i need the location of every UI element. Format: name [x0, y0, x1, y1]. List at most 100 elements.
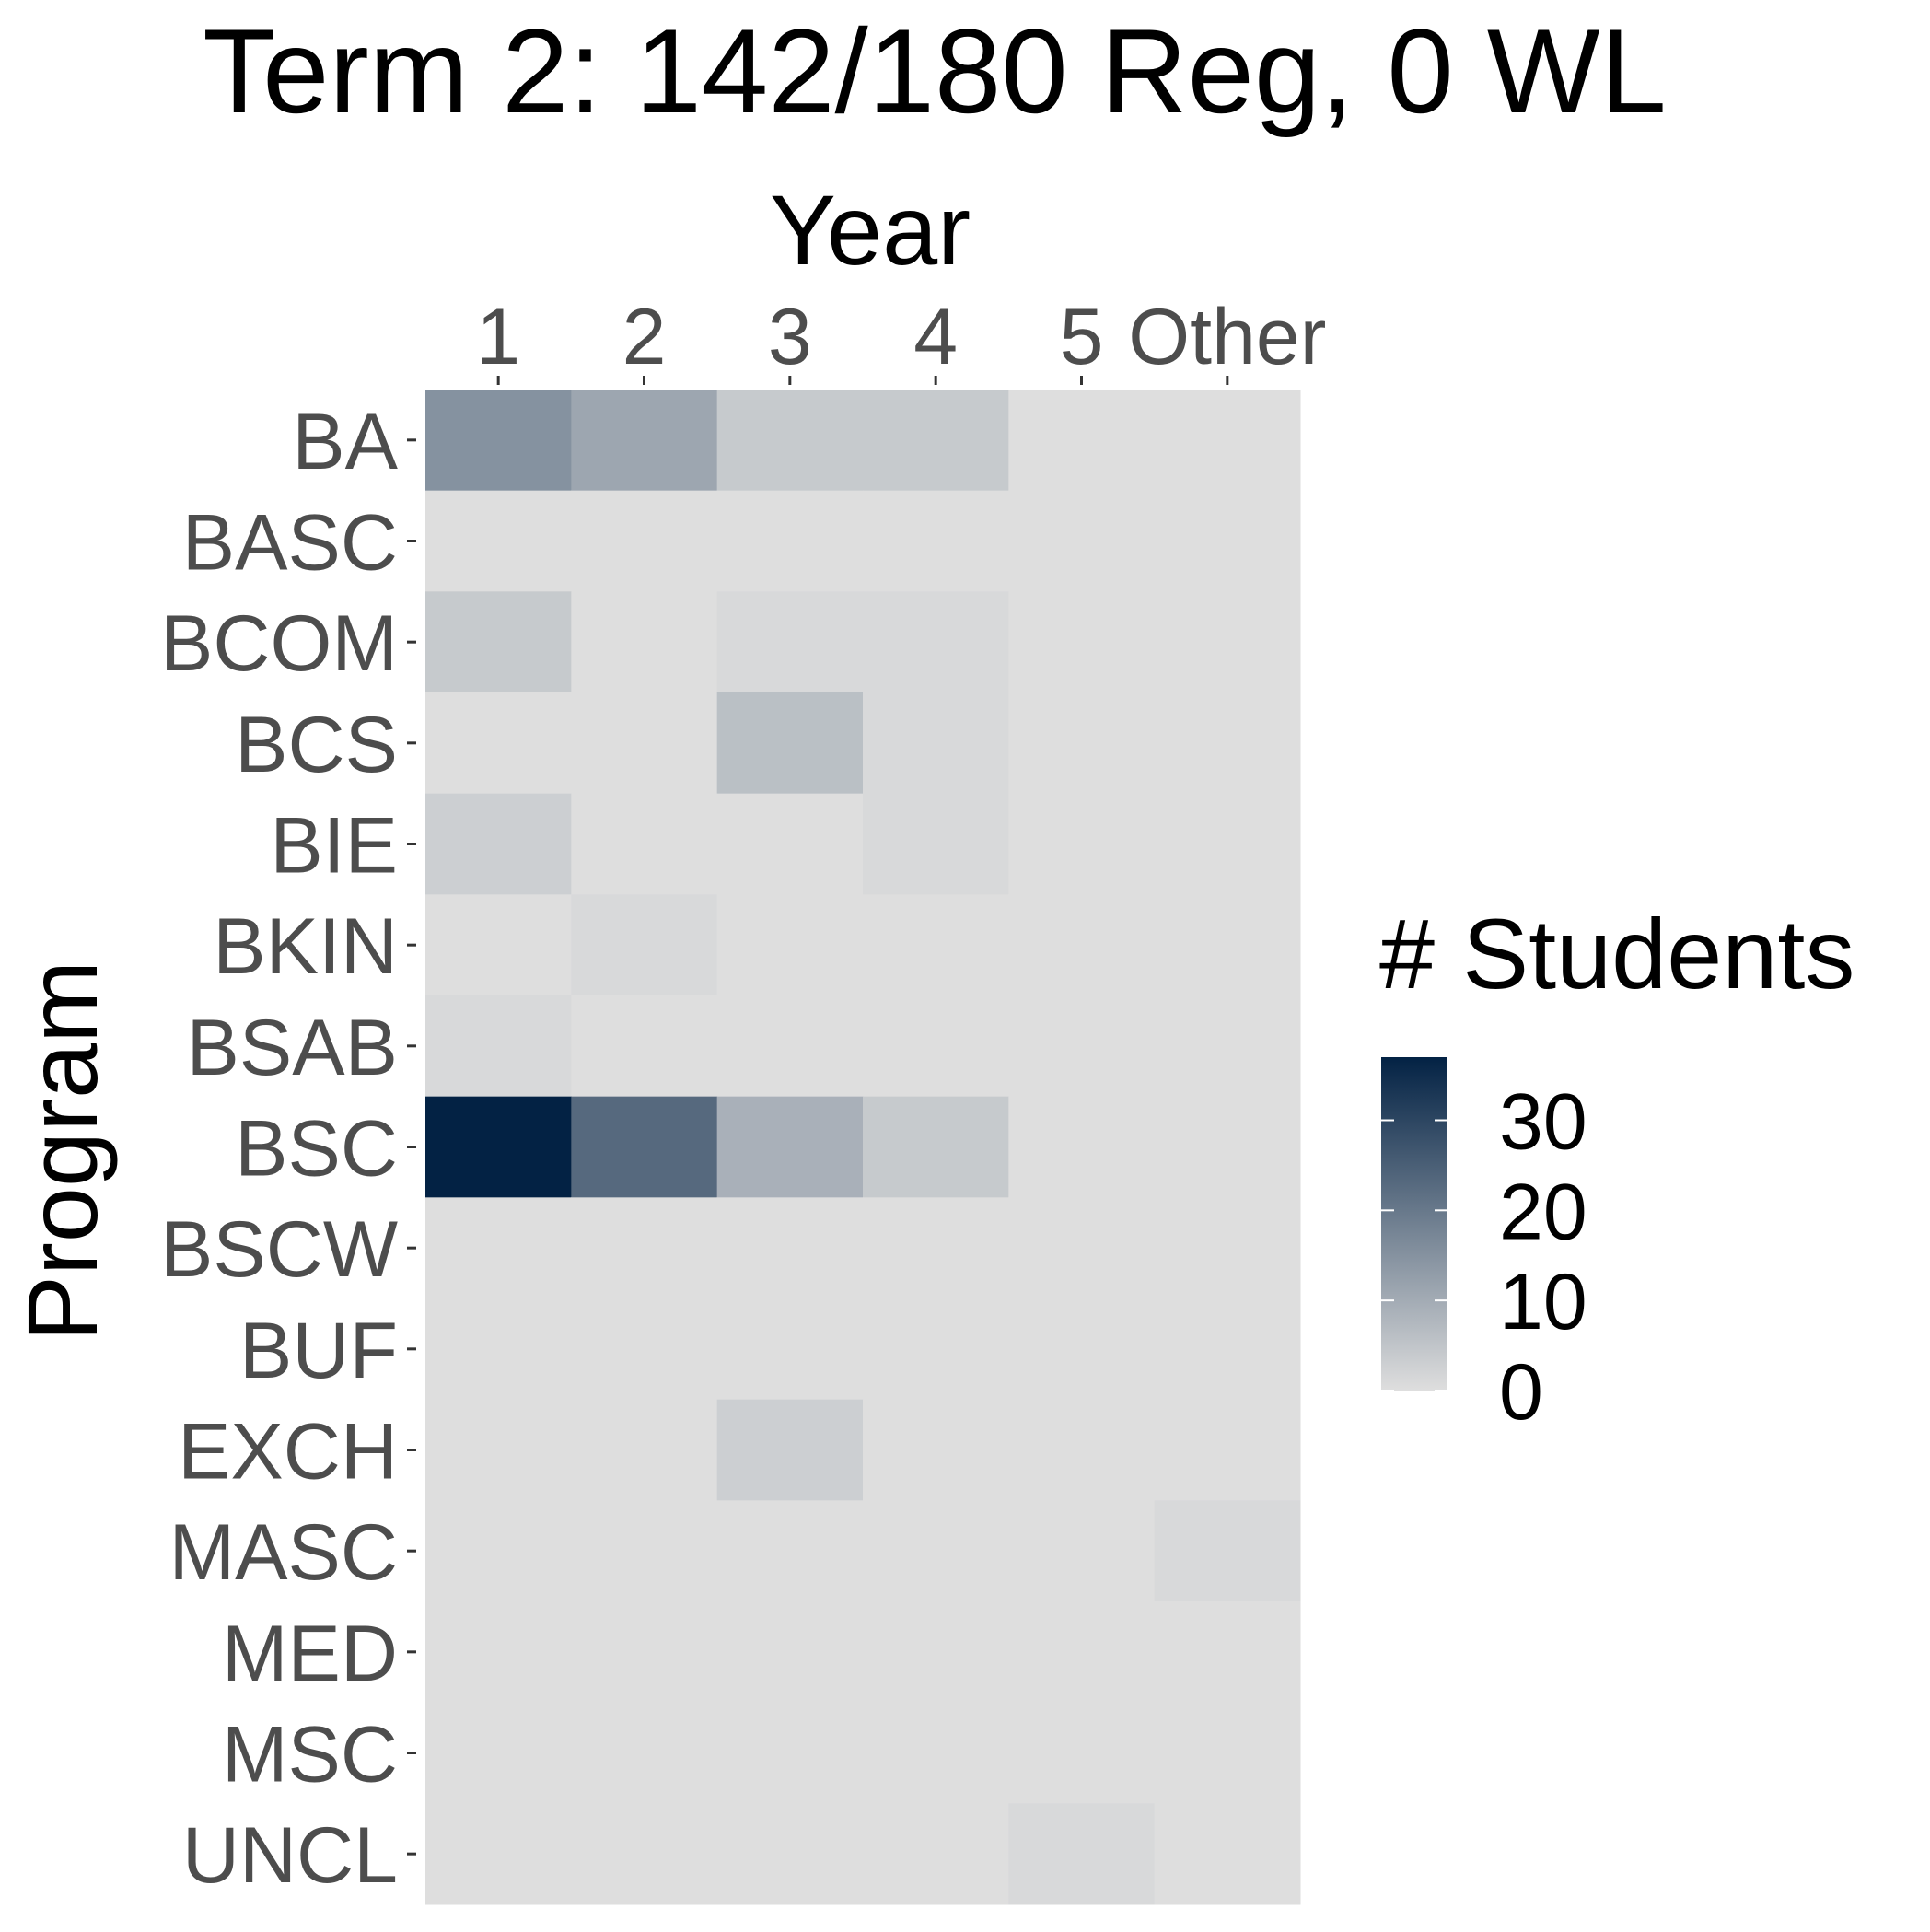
heatmap-cell — [863, 1298, 1009, 1401]
heatmap-cell — [716, 1197, 864, 1299]
heatmap-cell — [716, 1096, 864, 1198]
heatmap-cell — [1154, 793, 1301, 895]
x-tick-label: 1 — [476, 293, 520, 381]
heatmap-cell — [863, 1500, 1009, 1602]
heatmap-cell — [1154, 1601, 1301, 1704]
x-tick-label: 4 — [913, 293, 958, 381]
heatmap-cell — [716, 1702, 864, 1804]
heatmap-cell — [716, 793, 864, 895]
x-tick-label: Other — [1128, 293, 1326, 381]
heatmap-cell — [716, 390, 864, 492]
y-tick-label: MASC — [169, 1508, 398, 1597]
x-axis-title: Year — [770, 174, 971, 285]
legend-tick-label: 20 — [1499, 1168, 1587, 1256]
heatmap-cell — [863, 1096, 1009, 1198]
heatmap-cell — [571, 1399, 718, 1501]
heatmap-cell — [425, 995, 572, 1098]
heatmap-cell — [571, 995, 718, 1098]
legend-tick-label: 0 — [1499, 1348, 1543, 1437]
heatmap-cell — [716, 1500, 864, 1602]
heatmap-cell — [716, 1399, 864, 1501]
heatmap-cell — [571, 1197, 718, 1299]
heatmap-cell — [863, 490, 1009, 592]
heatmap-cell — [863, 1197, 1009, 1299]
y-tick-label: BCS — [235, 701, 398, 789]
heatmap-cell — [571, 1803, 718, 1905]
heatmap-cell — [425, 1197, 572, 1299]
heatmap-cell — [1154, 1500, 1301, 1602]
heatmap-cell — [425, 1702, 572, 1804]
heatmap-cells — [425, 390, 1301, 1905]
y-tick-label: EXCH — [178, 1408, 398, 1496]
x-axis-ticks: 1 2 3 4 5 Other — [476, 293, 1326, 385]
y-axis-title: Program — [6, 960, 118, 1342]
heatmap-cell — [425, 1096, 572, 1198]
heatmap-cell — [1154, 591, 1301, 693]
heatmap-cell — [1154, 490, 1301, 592]
heatmap-cell — [863, 1803, 1009, 1905]
legend-tick-label: 10 — [1499, 1258, 1587, 1346]
heatmap-cell — [1008, 995, 1156, 1098]
heatmap-cell — [863, 894, 1009, 996]
heatmap-cell — [571, 1298, 718, 1401]
heatmap-cell — [425, 692, 572, 795]
legend-tick-label: 30 — [1499, 1077, 1587, 1166]
y-tick-label: MED — [222, 1610, 398, 1698]
heatmap-cell — [716, 490, 864, 592]
y-tick-label: BKIN — [213, 902, 398, 991]
y-tick-label: BSAB — [187, 1004, 398, 1092]
x-tick-label: 2 — [622, 293, 667, 381]
heatmap-cell — [863, 591, 1009, 693]
heatmap-cell — [1008, 1702, 1156, 1804]
heatmap-cell — [1154, 1702, 1301, 1804]
heatmap-cell — [571, 692, 718, 795]
heatmap-cell — [1154, 894, 1301, 996]
heatmap-cell — [1154, 995, 1301, 1098]
heatmap-cell — [425, 1500, 572, 1602]
legend-title: # Students — [1379, 898, 1854, 1009]
chart-title: Term 2: 142/180 Reg, 0 WL — [203, 4, 1667, 138]
heatmap-cell — [425, 390, 572, 492]
heatmap-cell — [863, 793, 1009, 895]
y-tick-label: UNCL — [182, 1811, 398, 1900]
heatmap-cell — [571, 1096, 718, 1198]
y-tick-label: MSC — [222, 1711, 398, 1799]
heatmap-cell — [1008, 1500, 1156, 1602]
heatmap-cell — [425, 793, 572, 895]
x-tick-label: 5 — [1060, 293, 1104, 381]
heatmap-cell — [1008, 490, 1156, 592]
heatmap-cell — [863, 995, 1009, 1098]
heatmap-cell — [863, 1702, 1009, 1804]
heatmap-cell — [1008, 390, 1156, 492]
heatmap-cell — [1008, 1803, 1156, 1905]
heatmap-cell — [571, 490, 718, 592]
heatmap-cell — [1008, 1096, 1156, 1198]
heatmap-cell — [1008, 1197, 1156, 1299]
heatmap-cell — [1154, 692, 1301, 795]
heatmap-cell — [425, 894, 572, 996]
heatmap-cell — [716, 1803, 864, 1905]
heatmap-cell — [716, 1298, 864, 1401]
x-tick-label: 3 — [768, 293, 812, 381]
heatmap-cell — [716, 995, 864, 1098]
heatmap-cell — [1154, 1197, 1301, 1299]
heatmap-cell — [863, 1601, 1009, 1704]
y-tick-label: BIE — [270, 802, 398, 890]
heatmap-cell — [571, 1500, 718, 1602]
heatmap-cell — [863, 692, 1009, 795]
legend-colorbar — [1381, 1057, 1448, 1391]
heatmap-cell — [1008, 894, 1156, 996]
heatmap-cell — [1008, 692, 1156, 795]
heatmap-cell — [716, 894, 864, 996]
y-tick-label: BUF — [239, 1307, 398, 1395]
heatmap-cell — [571, 591, 718, 693]
heatmap-cell — [571, 793, 718, 895]
heatmap-cell — [1154, 390, 1301, 492]
heatmap-cell — [1154, 1298, 1301, 1401]
heatmap-cell — [571, 894, 718, 996]
heatmap-cell — [425, 1399, 572, 1501]
y-tick-label: BA — [292, 398, 398, 486]
heatmap-cell — [425, 1601, 572, 1704]
